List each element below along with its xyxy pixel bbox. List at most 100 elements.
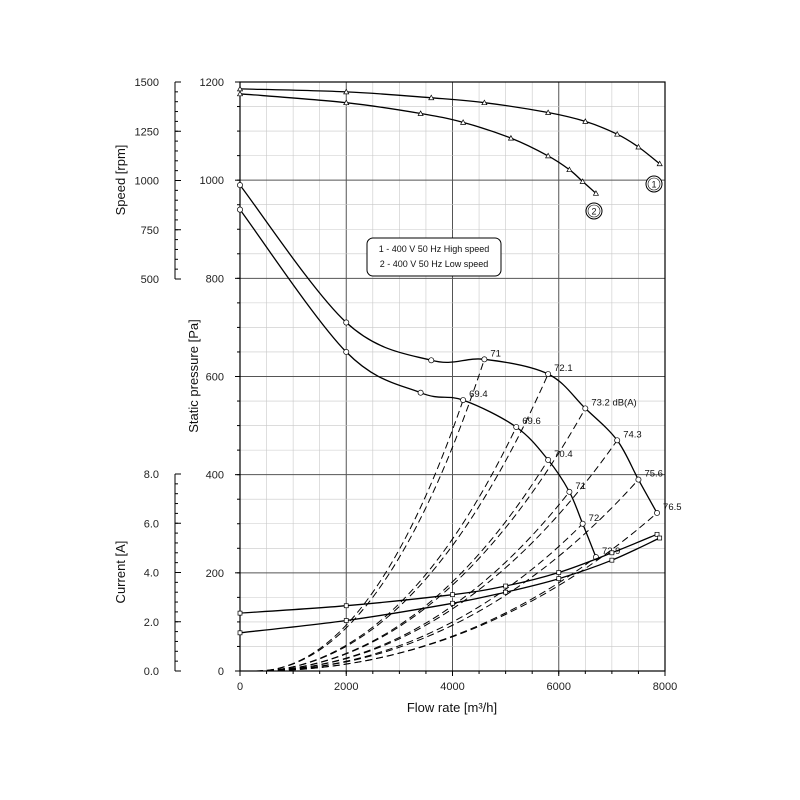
curve-badge-1-label: 1 bbox=[651, 180, 656, 190]
pressure-point bbox=[428, 357, 435, 364]
sound-label: 70.4 bbox=[554, 449, 573, 460]
current-point bbox=[657, 535, 663, 541]
sound-line-11 bbox=[255, 556, 597, 672]
x-tick-label: 2000 bbox=[334, 681, 358, 693]
pressure-curve-1 bbox=[239, 184, 658, 514]
current-point bbox=[450, 600, 455, 606]
speed-tick-label: 1500 bbox=[135, 77, 159, 89]
sound-label: 75.6 bbox=[644, 469, 663, 480]
speed-point bbox=[635, 143, 642, 150]
legend-entry-2: 2 - 400 V 50 Hz Low speed bbox=[380, 259, 489, 269]
speed-point bbox=[428, 94, 435, 101]
speed-point bbox=[343, 88, 350, 95]
pressure-point bbox=[343, 319, 350, 326]
pressure-point bbox=[654, 510, 660, 516]
sound-label: 69.6 bbox=[522, 416, 541, 427]
speed-point bbox=[614, 130, 621, 137]
pressure-point bbox=[237, 182, 243, 189]
pressure-point bbox=[545, 456, 552, 463]
speed-tick-label: 500 bbox=[141, 274, 159, 286]
speed-point bbox=[656, 160, 663, 167]
sound-line-10 bbox=[255, 523, 584, 672]
legend: 1 - 400 V 50 Hz High speed 2 - 400 V 50 … bbox=[366, 237, 502, 277]
x-tick-label: 6000 bbox=[547, 681, 571, 693]
sound-line-8 bbox=[255, 459, 549, 672]
speed-point bbox=[545, 152, 552, 159]
sound-line-3 bbox=[255, 440, 618, 672]
speed-point bbox=[582, 118, 589, 124]
current-tick-label: 8.0 bbox=[144, 469, 159, 481]
pressure-point bbox=[582, 405, 589, 412]
sound-label: 72 bbox=[589, 513, 600, 524]
current-point bbox=[237, 610, 243, 616]
curve-badge-1: 1 bbox=[645, 175, 663, 193]
speed-point bbox=[236, 90, 244, 97]
axes: 0 2000 4000 6000 8000 0 200 400 600 800 1000 1200 50… bbox=[135, 77, 678, 693]
current-point bbox=[556, 570, 562, 575]
speed-curve-1 bbox=[239, 88, 661, 165]
grid bbox=[239, 81, 666, 672]
pressure-point bbox=[481, 356, 488, 363]
pressure-tick-label: 1000 bbox=[200, 175, 224, 187]
pressure-tick-label: 600 bbox=[206, 372, 224, 384]
pressure-point bbox=[635, 476, 642, 483]
speed-tick-label: 1000 bbox=[135, 176, 159, 188]
x-axis-title: Flow rate [m³/h] bbox=[407, 700, 497, 715]
current-tick-label: 4.0 bbox=[144, 568, 159, 580]
current-tick-label: 6.0 bbox=[144, 518, 159, 530]
current-tick-label: 2.0 bbox=[144, 617, 159, 629]
current-point bbox=[503, 583, 508, 589]
sound-line-4 bbox=[255, 479, 639, 672]
sound-line-7 bbox=[255, 426, 517, 672]
current-point bbox=[343, 618, 349, 623]
pressure-point bbox=[545, 371, 552, 377]
speed-point bbox=[507, 134, 515, 141]
sound-label: 73.2 dB(A) bbox=[591, 397, 636, 408]
pressure-point bbox=[417, 389, 424, 396]
pressure-point bbox=[237, 206, 243, 213]
pressure-point bbox=[614, 437, 621, 444]
sound-label: 69.4 bbox=[469, 389, 488, 400]
pressure-point bbox=[343, 349, 350, 355]
sound-label: 74.3 bbox=[623, 429, 642, 440]
legend-box bbox=[366, 237, 502, 277]
speed-point bbox=[592, 190, 600, 196]
current-point bbox=[450, 592, 455, 598]
curves bbox=[236, 85, 663, 636]
current-tick-label: 0.0 bbox=[144, 666, 159, 678]
sound-line-5 bbox=[255, 512, 658, 672]
speed-point bbox=[417, 110, 424, 116]
sound-label: 76.5 bbox=[663, 502, 682, 513]
pressure-curve-2 bbox=[239, 209, 597, 558]
pressure-point bbox=[566, 488, 573, 495]
current-curve-2 bbox=[239, 537, 660, 634]
legend-entry-1: 1 - 400 V 50 Hz High speed bbox=[379, 244, 490, 254]
curve-badge-2: 2 bbox=[585, 202, 603, 220]
current-point bbox=[343, 603, 349, 609]
pressure-tick-label: 1200 bbox=[200, 77, 224, 89]
pressure-tick-label: 400 bbox=[206, 470, 224, 482]
pressure-axis-title: Static pressure [Pa] bbox=[186, 319, 201, 432]
pressure-tick-label: 200 bbox=[206, 568, 224, 580]
current-point bbox=[503, 589, 508, 595]
pressure-tick-label: 800 bbox=[206, 273, 224, 285]
speed-point bbox=[481, 99, 488, 106]
current-point bbox=[654, 531, 660, 537]
speed-tick-label: 1250 bbox=[135, 126, 159, 138]
sound-line-9 bbox=[255, 491, 570, 672]
current-point bbox=[609, 557, 615, 563]
x-tick-label: 8000 bbox=[653, 681, 677, 693]
speed-tick-label: 750 bbox=[141, 225, 159, 237]
speed-point bbox=[566, 166, 573, 173]
speed-point bbox=[460, 119, 467, 125]
current-point bbox=[556, 576, 562, 582]
pressure-tick-label: 0 bbox=[218, 666, 224, 678]
speed-point bbox=[579, 178, 586, 184]
current-point bbox=[609, 550, 615, 556]
current-axis-title: Current [A] bbox=[113, 541, 128, 604]
current-point bbox=[237, 630, 243, 636]
speed-point bbox=[545, 109, 552, 115]
pressure-point bbox=[513, 424, 520, 431]
x-tick-label: 0 bbox=[237, 681, 243, 693]
